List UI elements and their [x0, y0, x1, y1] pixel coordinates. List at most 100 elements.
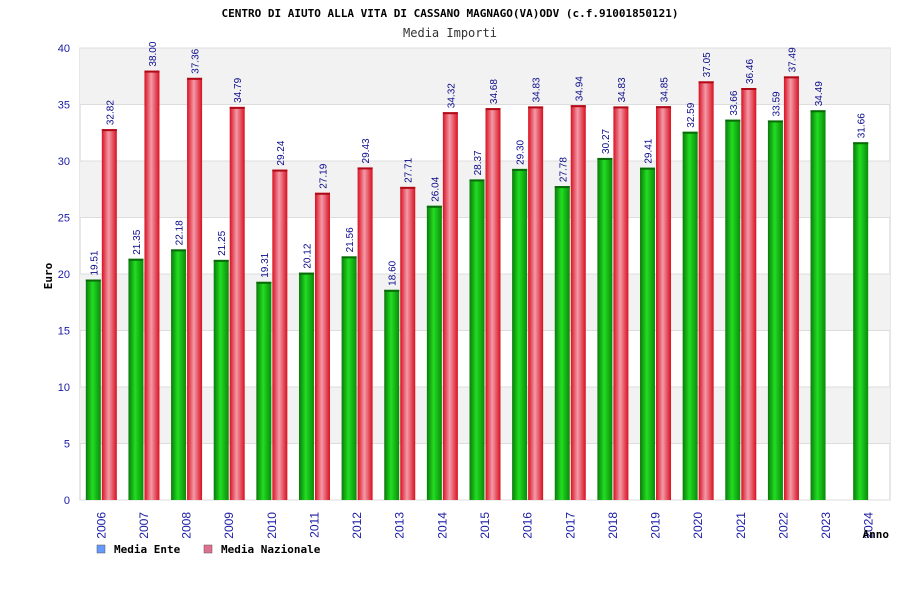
value-label-media-ente-2010: 19.31	[260, 252, 271, 277]
bar-media-nazionale-2014	[442, 112, 458, 501]
x-tick-label-2006: 2006	[94, 512, 108, 539]
bar-cap-media-ente-2021	[725, 119, 741, 122]
bar-cap-media-ente-2009	[213, 259, 229, 262]
x-tick-label-2020: 2020	[691, 512, 705, 539]
bar-cap-media-nazionale-2013	[400, 186, 416, 189]
value-label-media-nazionale-2016: 34.83	[532, 77, 543, 102]
y-axis-ticks: 0 5 10 15 20 25 30 35 40	[58, 43, 70, 507]
y-tick-label: 40	[58, 43, 70, 55]
legend-label-media-nazionale: Media Nazionale	[221, 543, 321, 556]
x-tick-label-2014: 2014	[435, 512, 449, 539]
value-label-media-ente-2008: 22.18	[175, 220, 186, 245]
value-label-media-ente-2020: 32.59	[686, 102, 697, 127]
bar-cap-media-nazionale-2015	[485, 108, 501, 111]
bar-cap-media-nazionale-2009	[229, 106, 245, 109]
bar-media-nazionale-2015	[485, 108, 501, 500]
bar-media-ente-2011	[298, 272, 314, 500]
value-label-media-ente-2018: 30.27	[601, 128, 612, 153]
bar-media-ente-2018	[597, 157, 613, 500]
bar-media-ente-2015	[469, 179, 485, 500]
bar-cap-media-ente-2007	[128, 258, 144, 261]
bar-media-nazionale-2012	[357, 167, 373, 501]
chart-subtitle: Media Importi	[403, 26, 497, 40]
y-tick-label: 25	[58, 213, 70, 225]
y-tick-label: 20	[58, 269, 70, 281]
bar-cap-media-ente-2006	[85, 279, 101, 282]
bar-media-ente-2023	[810, 110, 826, 500]
x-tick-label-2015: 2015	[478, 512, 492, 539]
bar-cap-media-nazionale-2017	[570, 105, 586, 108]
x-axis-label: Anno	[863, 528, 890, 541]
bar-media-ente-2008	[171, 249, 187, 500]
x-axis-ticks: 2006 2007 2008 2009 2010 2011 2012 2013 2014 2015…	[94, 512, 875, 539]
x-tick-label-2018: 2018	[606, 512, 620, 539]
bar-media-nazionale-2008	[187, 77, 203, 500]
bar-cap-media-ente-2015	[469, 179, 485, 182]
bar-cap-media-ente-2008	[171, 249, 187, 252]
x-tick-label-2016: 2016	[521, 512, 535, 539]
x-tick-label-2022: 2022	[776, 512, 790, 539]
bar-cap-media-ente-2022	[767, 120, 783, 123]
value-label-media-nazionale-2012: 29.43	[361, 138, 372, 163]
bar-cap-media-ente-2023	[810, 110, 826, 113]
value-label-media-nazionale-2006: 32.82	[105, 100, 116, 125]
legend: Media Ente Media Nazionale	[96, 543, 321, 556]
bar-cap-media-nazionale-2016	[528, 106, 544, 109]
x-tick-label-2008: 2008	[180, 512, 194, 539]
bar-cap-media-ente-2020	[682, 131, 698, 134]
value-label-media-ente-2015: 28.37	[473, 150, 484, 175]
value-label-media-nazionale-2010: 29.24	[276, 140, 287, 165]
y-tick-label: 10	[58, 382, 70, 394]
bar-media-nazionale-2019	[656, 106, 672, 500]
x-tick-label-2019: 2019	[649, 512, 663, 539]
value-label-media-ente-2017: 27.78	[558, 157, 569, 182]
value-label-media-ente-2024: 31.66	[857, 113, 868, 138]
bar-media-ente-2010	[256, 281, 272, 500]
x-tick-label-2010: 2010	[265, 512, 279, 539]
bar-cap-media-nazionale-2021	[741, 88, 757, 91]
bar-cap-media-ente-2012	[341, 256, 357, 259]
legend-swatch-media-ente	[96, 544, 106, 554]
value-label-media-nazionale-2022: 37.49	[787, 47, 798, 72]
bar-cap-media-ente-2014	[426, 205, 442, 208]
bar-cap-media-ente-2016	[512, 168, 528, 171]
bar-media-ente-2022	[767, 120, 783, 501]
bar-media-ente-2020	[682, 131, 698, 500]
y-tick-label: 0	[64, 495, 70, 507]
y-tick-label: 15	[58, 326, 70, 338]
bar-cap-media-nazionale-2018	[613, 106, 629, 109]
value-label-media-ente-2023: 34.49	[814, 81, 825, 106]
value-label-media-nazionale-2009: 34.79	[233, 77, 244, 102]
bar-cap-media-nazionale-2012	[357, 167, 373, 170]
y-axis-label: Euro	[42, 262, 55, 289]
bar-cap-media-ente-2011	[298, 272, 314, 275]
bar-media-ente-2013	[384, 289, 400, 500]
x-tick-label-2009: 2009	[222, 512, 236, 539]
bar-media-ente-2009	[213, 259, 229, 500]
bar-cap-media-nazionale-2007	[144, 70, 160, 73]
bar-media-ente-2021	[725, 119, 741, 500]
value-label-media-ente-2014: 26.04	[430, 176, 441, 201]
value-label-media-nazionale-2008: 37.36	[191, 48, 202, 73]
value-labels: 19.51 32.82 21.35 38.00 22.18 37.36 21.25 34.79…	[89, 41, 867, 286]
value-label-media-nazionale-2014: 34.32	[446, 83, 457, 108]
value-label-media-nazionale-2018: 34.83	[617, 77, 628, 102]
bar-cap-media-nazionale-2014	[442, 112, 458, 115]
value-label-media-nazionale-2017: 34.94	[574, 76, 585, 101]
bar-cap-media-nazionale-2008	[187, 77, 203, 80]
chart-title: CENTRO DI AIUTO ALLA VITA DI CASSANO MAG…	[222, 7, 679, 20]
bar-cap-media-ente-2010	[256, 281, 272, 284]
value-label-media-ente-2019: 29.41	[644, 138, 655, 163]
bar-media-nazionale-2006	[101, 129, 117, 500]
bars	[85, 70, 869, 501]
x-tick-label-2021: 2021	[734, 512, 748, 539]
value-label-media-ente-2011: 20.12	[302, 243, 313, 268]
bar-media-nazionale-2010	[272, 169, 288, 500]
bar-cap-media-ente-2018	[597, 157, 613, 160]
bar-media-nazionale-2013	[400, 186, 416, 500]
y-tick-label: 30	[58, 156, 70, 168]
bar-cap-media-nazionale-2019	[656, 106, 672, 109]
bar-media-nazionale-2021	[741, 88, 757, 500]
bar-media-nazionale-2017	[570, 105, 586, 500]
